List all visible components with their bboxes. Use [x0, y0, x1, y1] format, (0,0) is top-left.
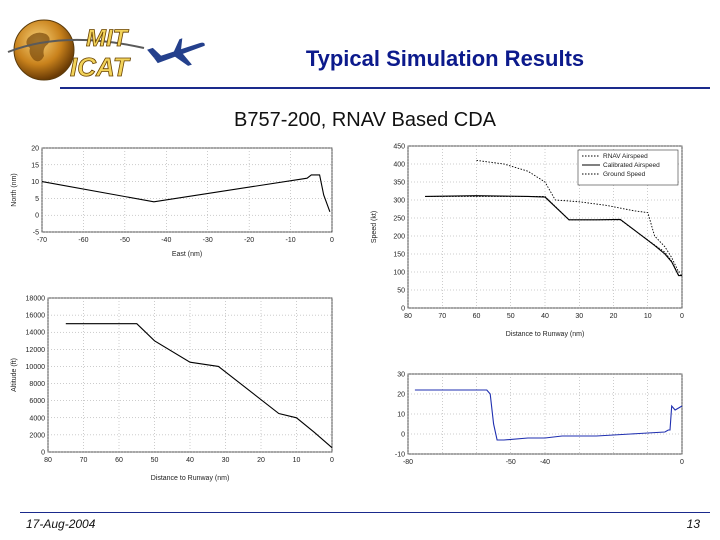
series-line	[41, 174, 331, 212]
x-tick-label: -50	[506, 459, 516, 466]
continents-icon	[26, 32, 50, 62]
x-tick-label: 0	[330, 457, 334, 464]
y-axis-label: North (nm)	[11, 173, 18, 206]
x-tick-label: -70	[37, 237, 47, 244]
x-tick-label: 70	[438, 313, 446, 320]
x-tick-label: 0	[330, 237, 334, 244]
x-tick-label: 70	[80, 457, 88, 464]
x-axis-label: East (nm)	[172, 251, 202, 258]
globe-icon	[13, 19, 75, 81]
x-tick-label: 60	[115, 457, 123, 464]
y-tick-label: 4000	[29, 415, 45, 422]
y-tick-label: 50	[397, 288, 405, 295]
x-tick-label: 30	[575, 313, 583, 320]
y-axis-label: Speed (kt)	[371, 211, 378, 243]
y-tick-label: 12000	[26, 347, 46, 354]
y-tick-label: 150	[393, 252, 405, 259]
speed-profile-chart: 80 70 60 50 40 30 20 10 045040035030025020015010…	[371, 144, 684, 339]
x-tick-label: -40	[161, 237, 171, 244]
x-axis-label: Distance to Runway (nm)	[506, 331, 585, 338]
x-tick-label: 0	[680, 313, 684, 320]
series-line	[414, 389, 683, 441]
y-tick-label: -5	[33, 230, 39, 237]
y-tick-label: 300	[393, 198, 405, 205]
legend-entry: Ground Speed	[603, 171, 646, 178]
footer-rule	[20, 512, 710, 513]
ground-track-chart: -70 -60 -50 -40 -30 -20 -10 0 20 15 10 5 0 -5 East (nm…	[11, 146, 334, 259]
y-tick-label: 100	[393, 270, 405, 277]
x-tick-label: -80	[403, 459, 413, 466]
logo-line1: MIT	[86, 25, 130, 52]
y-axis-label: Altitude (ft)	[11, 358, 18, 392]
y-tick-label: 20	[397, 392, 405, 399]
y-tick-label: 250	[393, 216, 405, 223]
x-tick-label: 20	[610, 313, 618, 320]
legend-entry: Calibrated Airspeed	[603, 162, 660, 169]
x-tick-label: 40	[186, 457, 194, 464]
mit-icat-logo: MIT ICAT	[7, 19, 205, 82]
y-tick-label: 30	[397, 372, 405, 379]
y-tick-label: 18000	[26, 296, 46, 303]
x-tick-label: 40	[541, 313, 549, 320]
page-number: 13	[686, 517, 700, 531]
x-axis-label: Distance to Runway (nm)	[151, 475, 230, 482]
x-tick-label: -60	[78, 237, 88, 244]
y-tick-label: 0	[401, 432, 405, 439]
slide-title: Typical Simulation Results	[305, 46, 585, 71]
y-tick-label: 0	[35, 213, 39, 220]
x-tick-label: 60	[473, 313, 481, 320]
series-line	[65, 323, 333, 449]
y-tick-label: 15	[31, 162, 39, 169]
footer-date: 17-Aug-2004	[26, 517, 96, 531]
y-tick-label: 20	[31, 146, 39, 153]
y-tick-label: 450	[393, 144, 405, 151]
series-line	[476, 159, 682, 273]
y-tick-label: 6000	[29, 398, 45, 405]
x-tick-label: 0	[680, 459, 684, 466]
x-tick-label: 30	[222, 457, 230, 464]
y-tick-label: -10	[395, 452, 405, 459]
legend-entry: RNAV Airspeed	[603, 153, 648, 160]
plot-area	[47, 297, 333, 453]
x-tick-label: 10	[293, 457, 301, 464]
x-tick-label: -10	[286, 237, 296, 244]
x-tick-label: -40	[540, 459, 550, 466]
slide-subtitle: B757-200, RNAV Based CDA	[234, 109, 496, 131]
y-tick-label: 10	[31, 179, 39, 186]
y-tick-label: 2000	[29, 432, 45, 439]
y-tick-label: 16000	[26, 313, 46, 320]
x-tick-label: 80	[44, 457, 52, 464]
altitude-profile-chart: 80 70 60 50 40 30 20 10 0 18000 16000 14000 12000 100…	[11, 296, 334, 483]
y-tick-label: 10000	[26, 364, 46, 371]
y-tick-label: 400	[393, 162, 405, 169]
x-tick-label: -30	[203, 237, 213, 244]
legend: RNAV Airspeed Calibrated Airspeed Ground S…	[577, 149, 679, 186]
series-line	[425, 195, 682, 277]
x-tick-label: -20	[244, 237, 254, 244]
y-tick-label: 350	[393, 180, 405, 187]
x-tick-label: 80	[404, 313, 412, 320]
x-tick-label: 20	[257, 457, 265, 464]
x-tick-label: 10	[644, 313, 652, 320]
y-tick-label: 0	[41, 450, 45, 457]
swoosh-icon	[7, 38, 145, 53]
y-tick-label: 0	[401, 306, 405, 313]
x-tick-label: -50	[120, 237, 130, 244]
airplane-icon	[147, 38, 205, 66]
title-rule	[60, 87, 710, 89]
x-tick-label: 50	[507, 313, 515, 320]
y-tick-label: 8000	[29, 381, 45, 388]
logo-line2: ICAT	[70, 52, 131, 82]
fourth-plot-chart: -80 -50 -40 0 30 20 10 0 -10	[395, 372, 684, 467]
y-tick-label: 200	[393, 234, 405, 241]
y-tick-label: 10	[397, 412, 405, 419]
x-tick-label: 50	[151, 457, 159, 464]
y-tick-label: 14000	[26, 330, 46, 337]
y-tick-label: 5	[35, 196, 39, 203]
